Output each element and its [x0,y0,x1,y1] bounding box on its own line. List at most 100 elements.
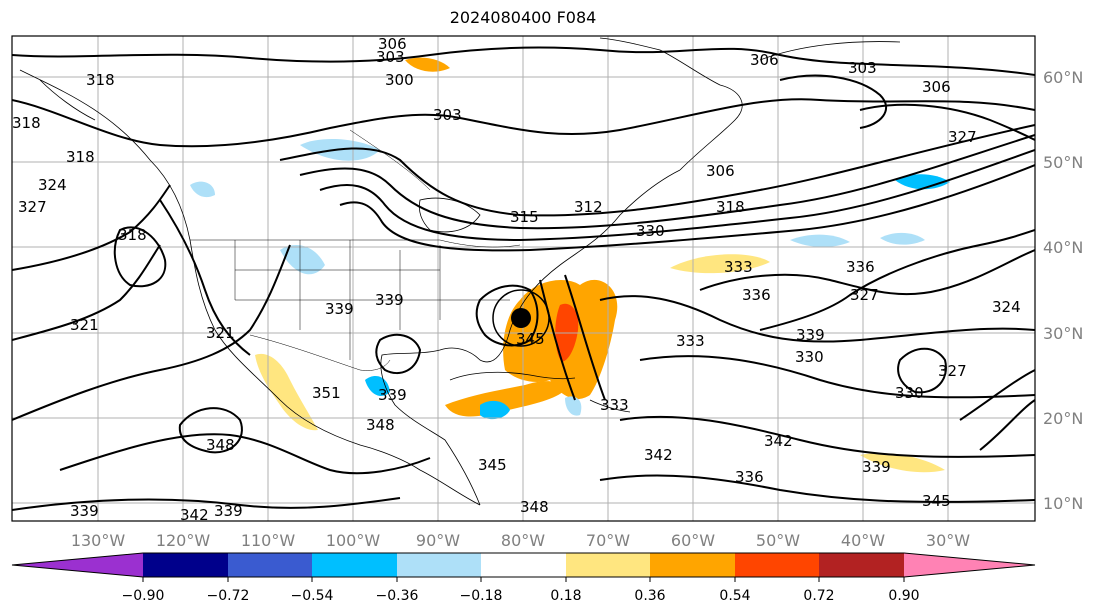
contour-label: 306 [378,35,407,53]
lon-label: 60°W [671,531,715,550]
cool-anomaly-atlantic1 [895,174,950,190]
lon-label: 100°W [326,531,381,550]
warm-anomaly-caribbean [445,381,565,417]
colorbar-tick: 0.72 [803,588,834,604]
lat-label: 60°N [1043,68,1083,87]
cool-anomaly-caribbean [565,396,582,416]
colorbar-tick: 0.18 [550,588,581,604]
cool-anomaly-atlantic2 [790,234,850,248]
colorbar-tick: −0.72 [207,588,250,604]
contour-label: 345 [922,492,951,510]
contour-label: 330 [895,384,924,402]
contour-label: 324 [38,176,67,194]
height-contours [12,46,1035,511]
colorbar-segment [735,553,819,577]
contour-label: 339 [796,326,825,344]
contour-label: 318 [66,148,95,166]
contour-label: 351 [312,384,341,402]
lon-label: 110°W [241,531,296,550]
contour-label: 339 [378,386,407,404]
lon-label: 90°W [416,531,460,550]
contour-label: 339 [375,291,404,309]
warm-anomaly-north [405,57,450,72]
colorbar-segment [566,553,650,577]
cool-anomaly-rockies [280,245,325,275]
contour-label: 306 [750,51,779,69]
contour-label: 330 [636,222,665,240]
contour-label: 321 [206,324,235,342]
contour-label: 303 [848,59,877,77]
contour-label: 336 [742,286,771,304]
contour-label: 324 [992,298,1021,316]
contour-label: 318 [716,198,745,216]
lat-label: 10°N [1043,494,1083,513]
colorbar-segment [312,553,397,577]
lon-label: 130°W [71,531,126,550]
contour-label: 333 [724,258,753,276]
contour-label: 348 [520,498,549,516]
colorbar-segment [904,553,1035,577]
warm-anomaly-atlantic [670,254,770,274]
contour-label: 306 [706,162,735,180]
contour-label: 306 [922,78,951,96]
colorbar: −0.90 −0.72 −0.54 −0.36 −0.18 0.18 0.36 … [11,552,1036,604]
map-panel: 306 303 300 303 306 303 306 327 318 318 … [12,35,1035,524]
latitude-labels: 60°N 50°N 40°N 30°N 20°N 10°N [1043,68,1083,513]
contour-label: 333 [676,332,705,350]
colorbar-tick: 0.90 [888,588,919,604]
colorbar-tick: −0.54 [291,588,334,604]
contour-label: 342 [764,432,793,450]
contour-label: 330 [795,348,824,366]
lat-label: 50°N [1043,153,1083,172]
colorbar-segment [397,553,481,577]
contour-label: 327 [948,128,977,146]
lat-label: 20°N [1043,409,1083,428]
colorbar-tick: −0.90 [122,588,165,604]
coastlines [19,37,901,506]
contour-label: 327 [18,198,47,216]
cool-anomaly-pacific [190,181,215,198]
contour-label: 318 [118,226,147,244]
warm-anomaly-east [860,453,945,473]
contour-label: 312 [574,198,603,216]
colorbar-tick: −0.36 [376,588,419,604]
lon-label: 50°W [756,531,800,550]
colorbar-tick: 0.54 [719,588,750,604]
contour-label: 336 [846,258,875,276]
contour-label: 303 [376,48,405,66]
lon-label: 80°W [501,531,545,550]
contour-label: 339 [70,502,99,520]
contour-label: 321 [70,316,99,334]
contour-label: 345 [478,456,507,474]
contour-label: 339 [214,502,243,520]
cool-anomaly-gulf [480,400,510,420]
contour-label: 315 [510,208,539,226]
contour-label: 333 [600,396,629,414]
contour-label: 339 [862,458,891,476]
contour-label: 318 [12,114,41,132]
contour-label: 336 [735,468,764,486]
colorbar-segment [819,553,904,577]
cool-anomaly-atlantic3 [880,232,925,245]
contour-label: 327 [850,286,879,304]
colorbar-segment [481,553,566,577]
lat-label: 40°N [1043,238,1083,257]
contour-label: 318 [86,71,115,89]
lon-label: 40°W [841,531,885,550]
warm-anomaly-mexico [255,353,318,431]
storm-center [492,289,550,347]
map-frame [11,35,1036,522]
contour-label: 300 [385,71,414,89]
colorbar-segment [12,553,143,577]
colorbar-tick: −0.18 [460,588,503,604]
contour-label: 342 [644,446,673,464]
colorbar-tick: 0.36 [634,588,665,604]
colorbar-segment [143,553,228,577]
contour-label: 303 [433,106,462,124]
contour-label: 348 [206,436,235,454]
contour-label: 339 [325,300,354,318]
contour-label: 342 [180,506,209,524]
colorbar-segment [228,553,312,577]
lon-label: 120°W [156,531,211,550]
